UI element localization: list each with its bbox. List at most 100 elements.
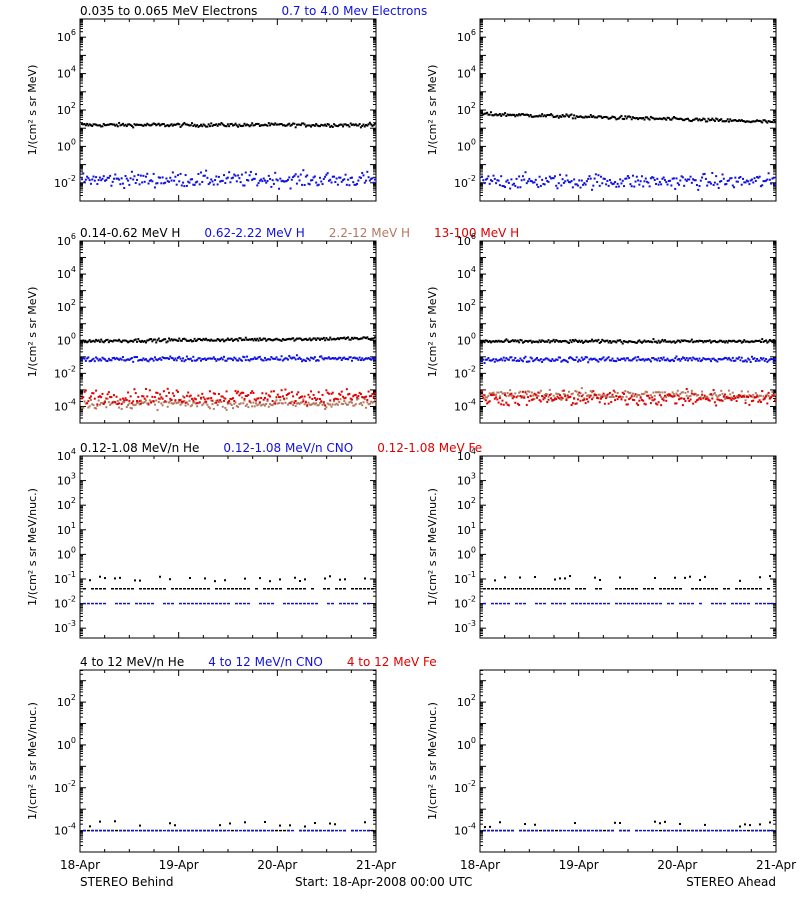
data-point: [265, 359, 268, 362]
data-point: [95, 407, 98, 410]
data-point: [523, 396, 526, 399]
data-point: [733, 397, 736, 400]
data-point: [619, 178, 622, 181]
data-point: [563, 602, 566, 605]
data-point: [207, 338, 210, 341]
data-point: [292, 395, 295, 398]
data-point: [730, 359, 733, 362]
data-point: [667, 393, 670, 396]
data-point: [368, 121, 371, 124]
data-point: [504, 393, 507, 396]
data-point: [582, 358, 585, 361]
data-point: [719, 602, 722, 605]
y-tick-label: 102: [457, 693, 476, 709]
data-point: [168, 391, 171, 394]
data-point: [82, 339, 85, 342]
data-point: [299, 401, 302, 404]
data-point: [711, 357, 714, 360]
data-point: [235, 588, 238, 590]
data-point: [278, 338, 281, 341]
data-point: [199, 396, 202, 399]
data-point: [102, 175, 105, 178]
data-point: [196, 405, 199, 408]
data-point: [689, 394, 692, 397]
data-point: [290, 357, 293, 360]
data-point: [633, 395, 636, 398]
data-point: [295, 393, 298, 396]
data-point: [740, 183, 743, 186]
data-point: [633, 357, 636, 360]
data-point: [84, 124, 87, 127]
data-point: [648, 397, 651, 400]
data-point: [87, 602, 90, 605]
data-point: [101, 177, 104, 180]
data-point: [637, 355, 640, 358]
data-point: [575, 339, 578, 342]
data-point: [579, 340, 582, 343]
data-point: [646, 340, 649, 343]
data-point: [486, 177, 489, 180]
data-point: [173, 123, 176, 126]
data-point: [756, 119, 759, 122]
data-point: [652, 391, 655, 394]
data-point: [274, 402, 277, 405]
data-point: [153, 356, 156, 359]
data-point: [515, 113, 518, 116]
data-point: [353, 394, 356, 397]
data-point: [299, 396, 302, 399]
data-point: [685, 117, 688, 120]
data-point: [651, 588, 654, 590]
data-point: [338, 124, 341, 127]
data-point: [219, 400, 222, 403]
data-point: [698, 339, 701, 342]
data-point: [671, 340, 674, 343]
data-point: [153, 122, 156, 125]
data-point: [608, 359, 611, 362]
data-point: [205, 359, 208, 362]
data-point: [183, 396, 186, 399]
data-point: [307, 602, 310, 605]
data-point: [680, 391, 683, 394]
data-point: [289, 187, 292, 190]
data-point: [595, 602, 598, 605]
data-point: [243, 338, 246, 341]
data-point: [548, 175, 551, 178]
data-point: [534, 823, 536, 826]
data-point: [505, 338, 508, 341]
data-point: [103, 602, 106, 605]
data-point: [589, 357, 592, 360]
data-point: [675, 117, 678, 120]
data-point: [727, 120, 730, 123]
data-point: [592, 396, 595, 399]
data-point: [655, 358, 658, 361]
data-point: [633, 185, 636, 188]
data-point: [553, 398, 556, 401]
data-point: [774, 357, 776, 360]
data-point: [276, 123, 279, 126]
data-point: [607, 356, 610, 359]
data-point: [96, 404, 99, 407]
data-point: [611, 340, 614, 343]
data-point: [695, 394, 698, 397]
data-point: [335, 397, 338, 400]
data-point: [353, 124, 356, 127]
data-point: [660, 404, 663, 407]
data-point: [138, 359, 141, 362]
data-point: [630, 395, 633, 398]
data-point: [536, 115, 539, 118]
data-point: [669, 340, 672, 343]
data-point: [574, 390, 577, 393]
data-point: [597, 338, 600, 341]
data-point: [363, 398, 366, 401]
data-point: [102, 401, 105, 404]
data-point: [550, 340, 553, 343]
data-point: [560, 115, 563, 118]
data-point: [216, 124, 219, 127]
data-point: [716, 398, 719, 401]
data-point: [197, 337, 200, 340]
data-point: [193, 337, 196, 340]
data-point: [752, 340, 755, 343]
data-point: [107, 401, 110, 404]
data-point: [147, 182, 150, 185]
